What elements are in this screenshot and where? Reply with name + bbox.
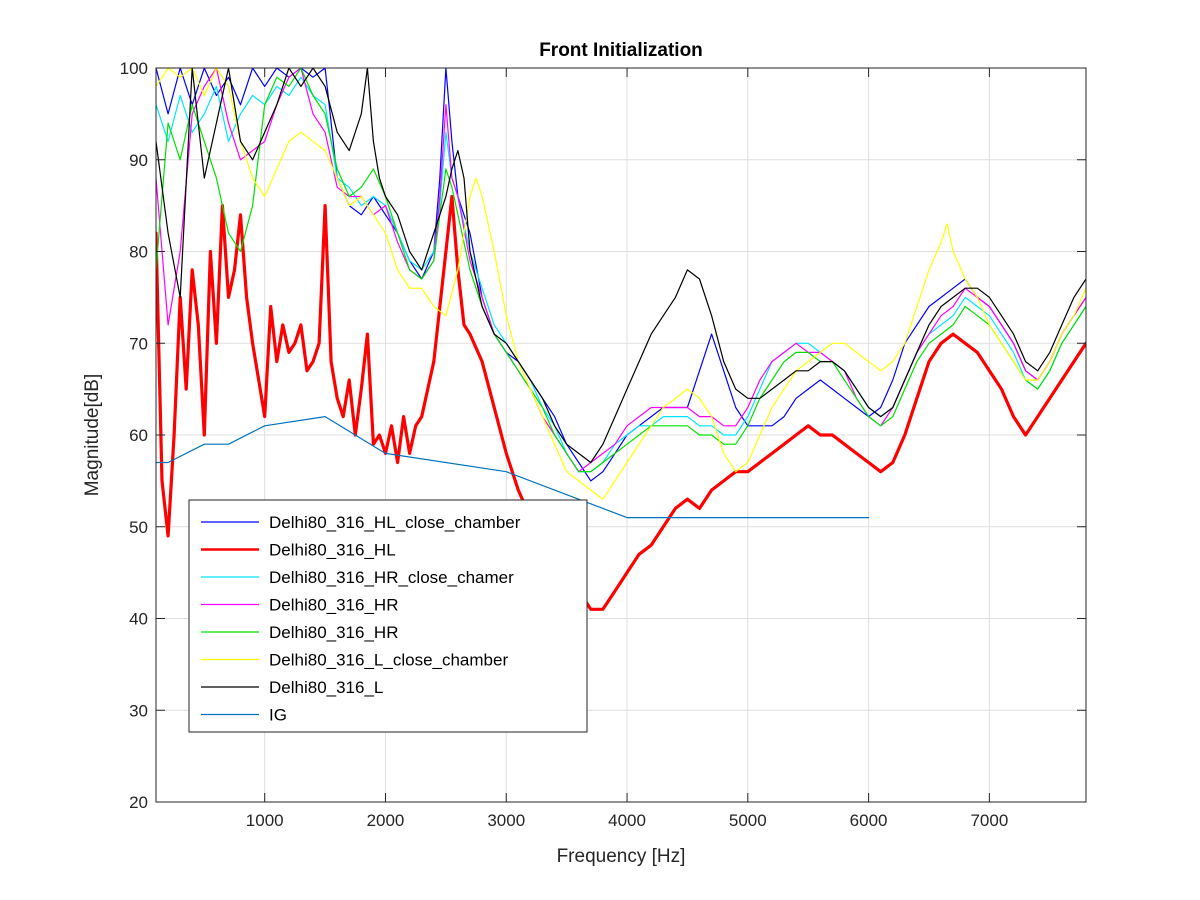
series-line-3 [156, 68, 1086, 473]
x-tick-label: 2000 [367, 811, 405, 830]
legend-label: Delhi80_316_HR [269, 623, 398, 642]
y-axis-label: Magnitude[dB] [82, 374, 103, 497]
series-line-7 [156, 416, 870, 519]
y-tick-label: 40 [129, 610, 148, 629]
axis-ticks: 1000 2000 3000 4000 5000 6000 7000 20 30 40 50 60 70… [120, 59, 1086, 830]
legend-box [188, 499, 588, 733]
legend-label: Delhi80_316_HR [269, 596, 398, 615]
series-line-4 [156, 68, 1086, 473]
series-line-1 [156, 194, 1086, 611]
legend: Delhi80_316_HL_close_chamber Delhi80_316_… [188, 499, 588, 733]
x-tick-label: 5000 [729, 811, 767, 830]
x-axis-label: Frequency [Hz] [557, 846, 686, 867]
series-line-6 [156, 68, 1086, 464]
legend-label: Delhi80_316_HL [269, 541, 396, 560]
chart-title: Front Initialization [539, 40, 703, 61]
y-tick-label: 50 [129, 518, 148, 537]
y-tick-label: 100 [120, 59, 148, 78]
series-line-0 [156, 68, 1086, 482]
legend-label: Delhi80_316_HL_close_chamber [269, 513, 521, 532]
series-layer [156, 68, 1086, 611]
y-tick-label: 90 [129, 151, 148, 170]
legend-label: Delhi80_316_HR_close_chamer [269, 568, 514, 587]
x-tick-label: 7000 [970, 811, 1008, 830]
x-tick-label: 3000 [487, 811, 525, 830]
x-tick-label: 6000 [850, 811, 888, 830]
y-tick-label: 30 [129, 701, 148, 720]
y-tick-label: 80 [129, 243, 148, 262]
x-tick-label: 1000 [246, 811, 284, 830]
y-tick-label: 70 [129, 334, 148, 353]
legend-label: Delhi80_316_L_close_chamber [269, 651, 508, 670]
y-tick-label: 20 [129, 793, 148, 812]
series-line-5 [156, 68, 1086, 500]
legend-label: IG [269, 706, 287, 725]
legend-label: Delhi80_316_L [269, 678, 383, 697]
x-tick-label: 4000 [608, 811, 646, 830]
y-tick-label: 60 [129, 426, 148, 445]
